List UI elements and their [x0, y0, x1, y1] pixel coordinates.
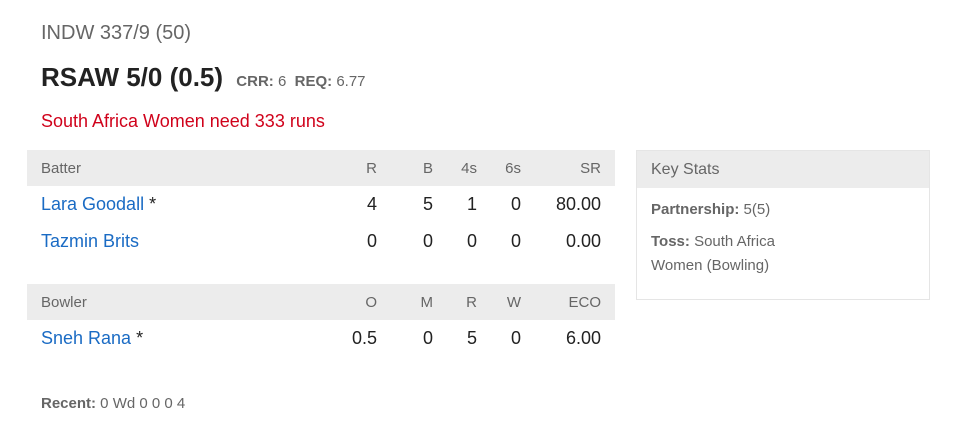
partnership-label: Partnership:: [651, 201, 740, 218]
crr-label: CRR:: [236, 73, 274, 90]
partnership: Partnership: 5(5): [637, 198, 929, 222]
table-row: Sneh Rana * 0.5 0 5 0 6.00: [27, 320, 615, 357]
cell-sr: 80.00: [555, 194, 601, 214]
batter-link[interactable]: Tazmin Brits: [41, 231, 140, 251]
crr-value: 6: [277, 73, 287, 90]
batting-table: Batter R B 4s 6s SR Lara Goodall * 4 5 1…: [27, 150, 615, 260]
col-6s: 6s: [477, 150, 521, 186]
cell-4s: 0: [466, 231, 477, 251]
cell-6s: 0: [510, 231, 521, 251]
match-status: South Africa Women need 333 runs: [41, 111, 325, 131]
run-rates: CRR: 6 REQ: 6.77: [236, 73, 365, 90]
bowling-header: Bowler O M R W ECO: [27, 284, 615, 320]
req-value: 6.77: [336, 73, 366, 90]
cell-b: 0: [422, 231, 433, 251]
innings1-score: INDW 337/9 (50): [41, 22, 192, 44]
cell-eco: 6.00: [565, 328, 601, 348]
col-o: O: [317, 284, 377, 320]
cell-r: 5: [466, 328, 477, 348]
table-row: Tazmin Brits 0 0 0 0 0.00: [27, 223, 615, 260]
col-m: M: [377, 284, 433, 320]
toss: Toss: South Africa Women (Bowling): [637, 230, 811, 278]
cell-w: 0: [510, 328, 521, 348]
recent-label: Recent:: [41, 395, 97, 412]
recent-balls: Recent: 0 Wd 0 0 0 4: [41, 395, 185, 412]
innings2-score: RSAW 5/0 (0.5) CRR: 6 REQ: 6.77: [41, 62, 366, 93]
current-bowler-marker: *: [131, 328, 144, 348]
key-stats-panel: Key Stats Partnership: 5(5) Toss: South …: [636, 150, 930, 300]
col-sr: SR: [521, 150, 615, 186]
col-batter: Batter: [27, 150, 317, 186]
cell-4s: 1: [466, 194, 477, 214]
batter-link[interactable]: Lara Goodall: [41, 194, 145, 214]
cell-r: 4: [366, 194, 377, 214]
key-stats-title: Key Stats: [637, 151, 929, 188]
cell-sr: 0.00: [565, 231, 601, 251]
col-r: R: [433, 284, 477, 320]
col-bowler: Bowler: [27, 284, 317, 320]
cell-m: 0: [422, 328, 433, 348]
col-4s: 4s: [433, 150, 477, 186]
col-r: R: [317, 150, 377, 186]
toss-label: Toss:: [651, 233, 690, 250]
partnership-value: 5(5): [739, 201, 771, 218]
req-label: REQ:: [294, 73, 333, 90]
bowling-table: Bowler O M R W ECO Sneh Rana * 0.5 0 5 0…: [27, 284, 615, 357]
current-score: RSAW 5/0 (0.5): [41, 62, 224, 92]
batting-header: Batter R B 4s 6s SR: [27, 150, 615, 186]
cell-o: 0.5: [351, 328, 377, 348]
col-b: B: [377, 150, 433, 186]
toss-value: South Africa Women (Bowling): [651, 233, 775, 274]
recent-value: 0 Wd 0 0 0 4: [96, 395, 186, 412]
cell-b: 5: [422, 194, 433, 214]
col-w: W: [477, 284, 521, 320]
on-strike-marker: *: [144, 194, 157, 214]
cell-r: 0: [366, 231, 377, 251]
cell-6s: 0: [510, 194, 521, 214]
col-eco: ECO: [521, 284, 615, 320]
bowler-link[interactable]: Sneh Rana: [41, 328, 132, 348]
table-row: Lara Goodall * 4 5 1 0 80.00: [27, 186, 615, 223]
